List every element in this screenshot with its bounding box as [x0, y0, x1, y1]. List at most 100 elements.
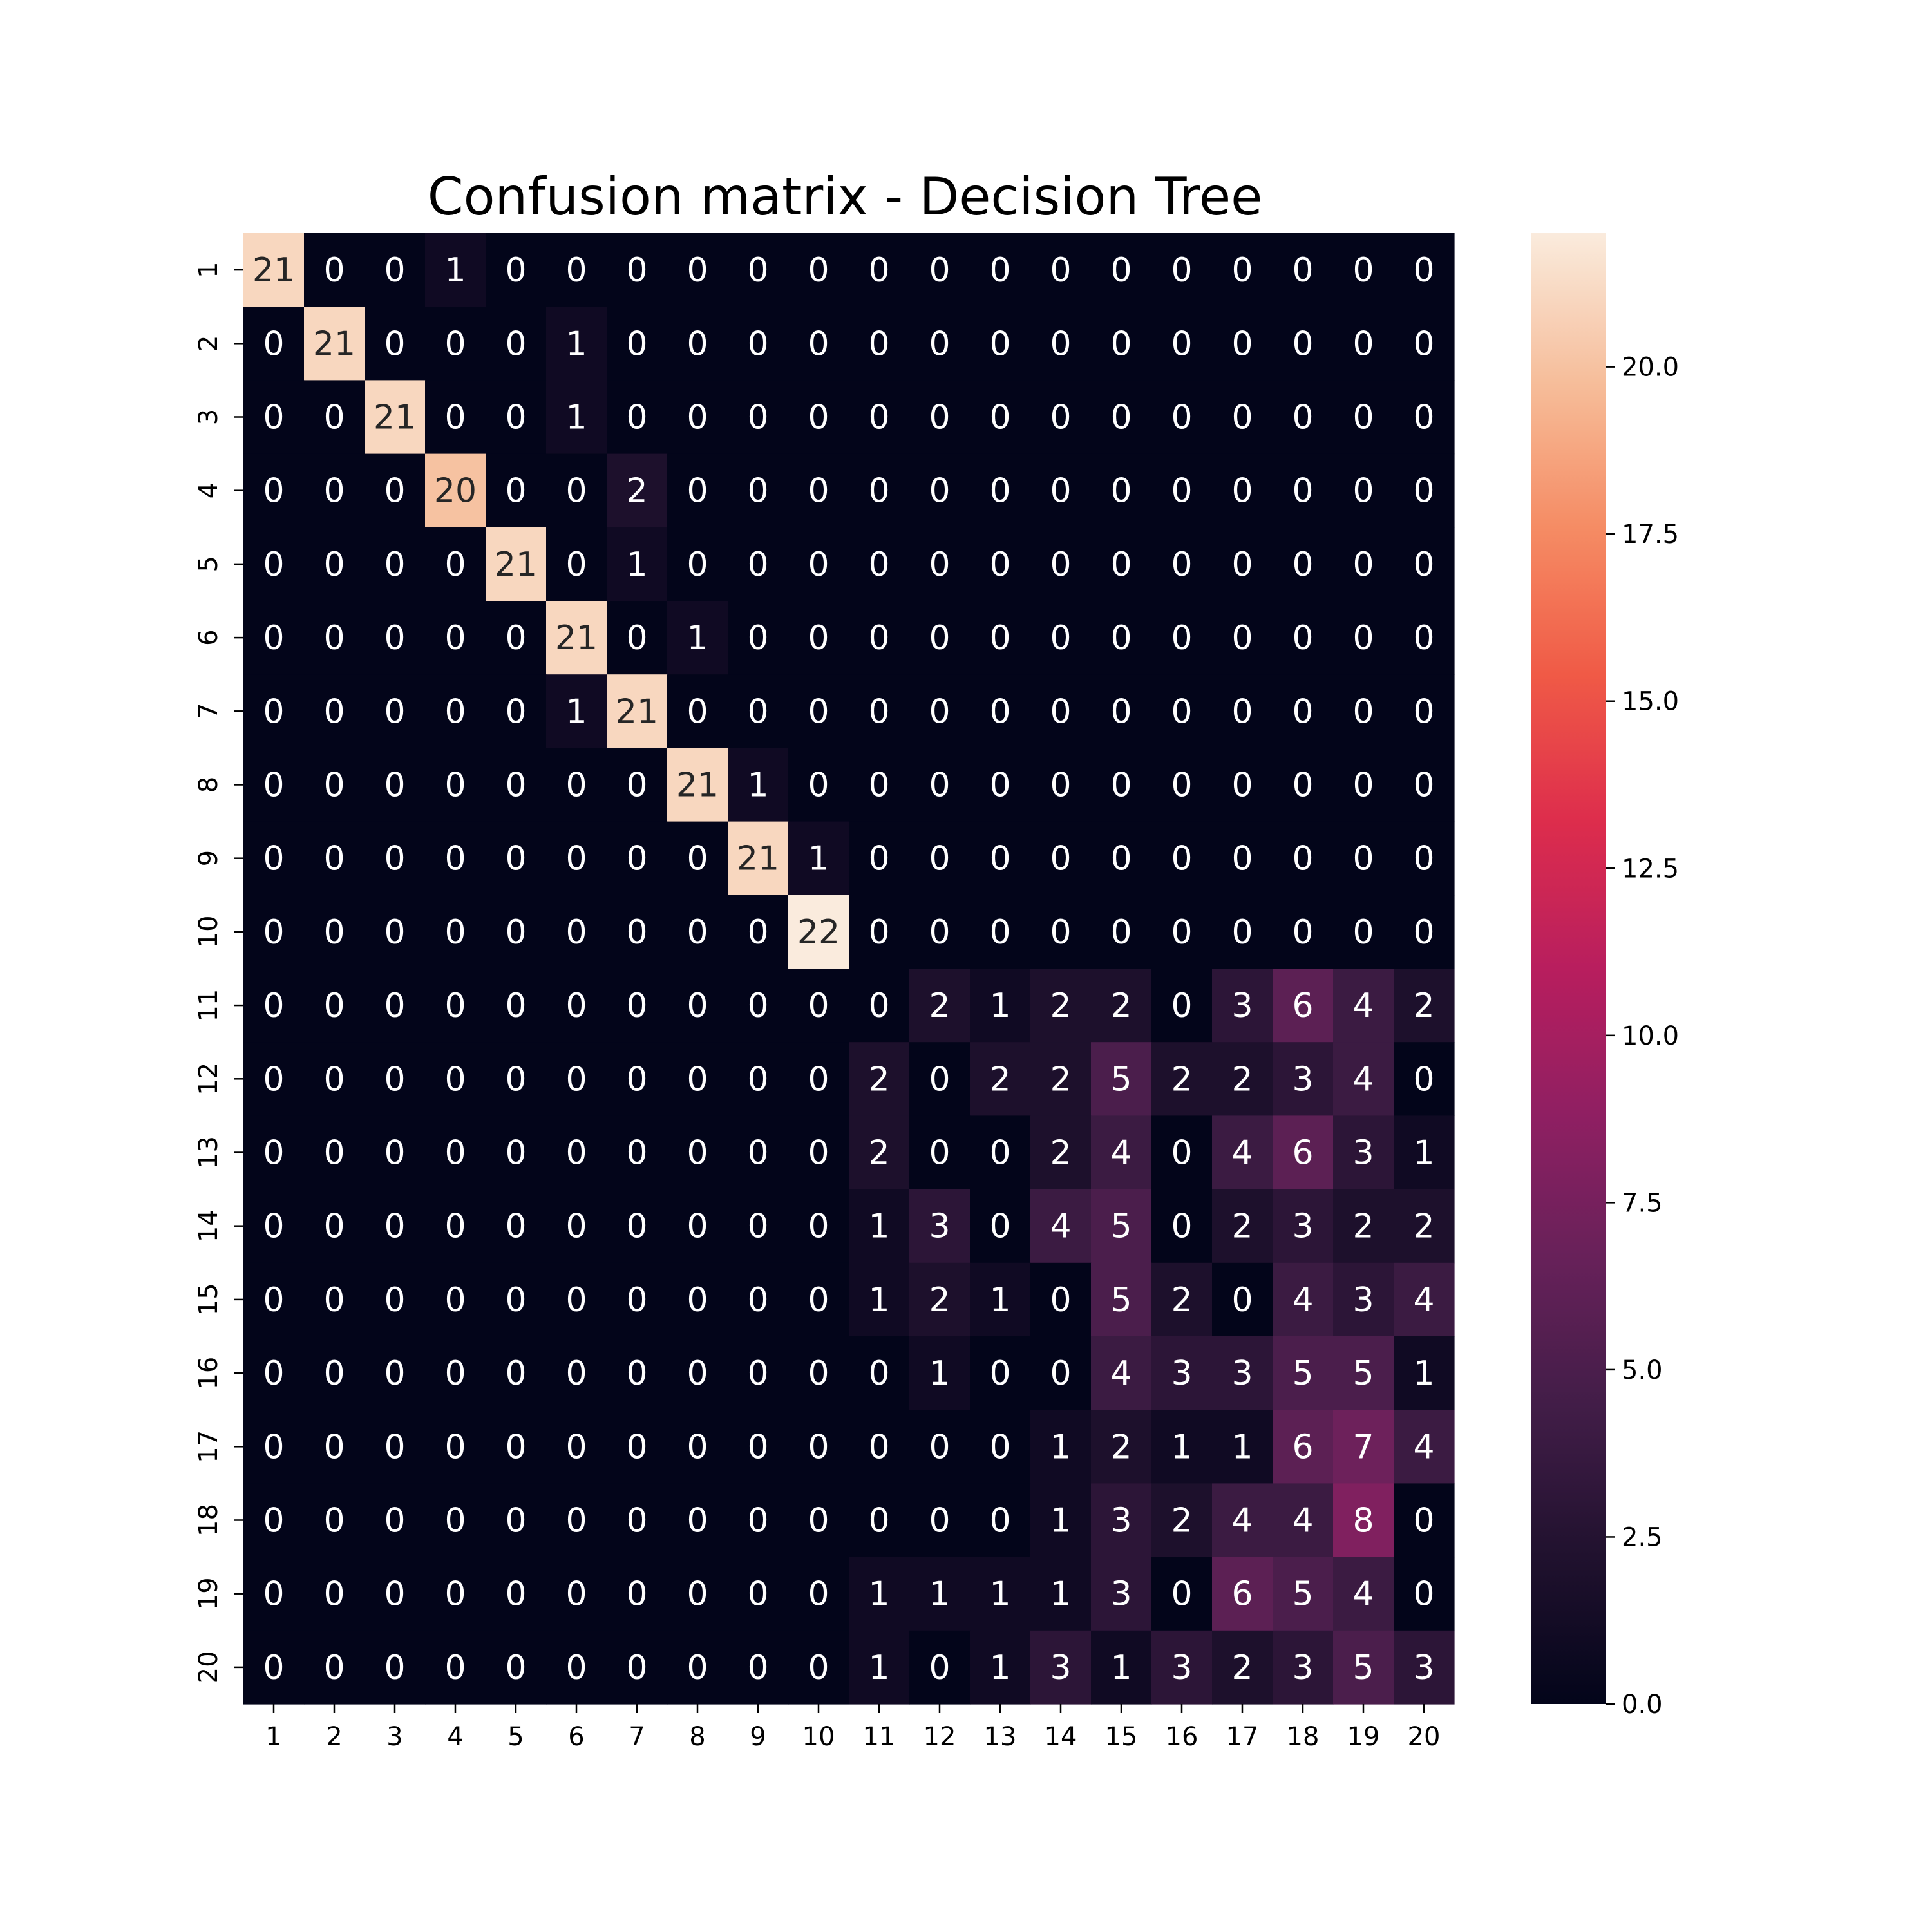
heatmap-cell [425, 1189, 486, 1264]
cell-value: 0 [1050, 692, 1071, 731]
cell-value: 0 [626, 1502, 647, 1540]
cell-value: 0 [384, 545, 405, 584]
cell-value: 0 [263, 913, 284, 952]
cell-value: 0 [384, 1281, 405, 1320]
heatmap-cell [1394, 969, 1455, 1043]
colorbar: 0.0 2.5 5.0 7.5 10.0 12.5 15.0 17.5 20.0 [1531, 233, 1679, 1719]
cell-value: 3 [1292, 1060, 1313, 1099]
cell-value: 1 [1050, 1502, 1071, 1540]
cell-value: 22 [797, 913, 840, 952]
heatmap-cell [1333, 1042, 1394, 1116]
cell-value: 21 [616, 692, 658, 731]
cell-value: 6 [1231, 1575, 1253, 1614]
heatmap-cell [1030, 1483, 1092, 1558]
cell-value: 3 [1110, 1502, 1132, 1540]
heatmap-cell [1091, 1483, 1152, 1558]
heatmap-cell [607, 748, 668, 822]
heatmap-cell [1030, 1336, 1092, 1410]
heatmap-cell [1151, 1336, 1213, 1410]
y-tick-label: 4 [194, 482, 223, 498]
heatmap-cell [909, 527, 971, 601]
heatmap-cell [1333, 969, 1394, 1043]
heatmap-cell [1273, 527, 1334, 601]
heatmap-cell [1030, 821, 1092, 896]
heatmap-cell [1091, 380, 1152, 455]
heatmap-cell [1151, 895, 1213, 969]
cell-value: 0 [384, 1502, 405, 1540]
heatmap-cell [667, 527, 728, 601]
cell-value: 0 [868, 619, 889, 658]
cell-value: 0 [565, 472, 587, 511]
heatmap-cell [1273, 601, 1334, 675]
cell-value: 0 [868, 766, 889, 805]
cell-value: 0 [989, 1134, 1010, 1173]
cell-value: 0 [929, 545, 950, 584]
cell-value: 0 [687, 840, 708, 878]
heatmap-cell [243, 233, 305, 307]
cell-value: 0 [929, 1428, 950, 1466]
cell-value: 4 [1292, 1281, 1313, 1320]
heatmap-cell [365, 527, 426, 601]
cell-value: 2 [1110, 987, 1132, 1025]
cell-value: 0 [1231, 913, 1253, 952]
cell-value: 0 [384, 251, 405, 290]
cell-value: 0 [1231, 325, 1253, 363]
heatmap-cell [486, 969, 547, 1043]
heatmap-cell [909, 821, 971, 896]
cell-value: 2 [1110, 1428, 1132, 1466]
heatmap-cell [909, 1115, 971, 1190]
heatmap-cell [788, 380, 849, 455]
cell-value: 0 [323, 766, 345, 805]
cell-value: 0 [1171, 325, 1192, 363]
cell-value: 0 [1171, 692, 1192, 731]
heatmap-cell [728, 527, 789, 601]
heatmap-cell [909, 453, 971, 528]
cell-value: 0 [1171, 545, 1192, 584]
heatmap-cell [1091, 1557, 1152, 1631]
cell-value: 0 [1110, 692, 1132, 731]
cell-value: 0 [323, 1060, 345, 1099]
heatmap-cell [1394, 527, 1455, 601]
heatmap-cell [365, 1189, 426, 1264]
cell-value: 0 [263, 1134, 284, 1173]
cell-value: 0 [1231, 840, 1253, 878]
colorbar-tick-label: 0.0 [1622, 1690, 1663, 1719]
heatmap-cell [1030, 1042, 1092, 1116]
heatmap-cell [1212, 1115, 1273, 1190]
cell-value: 0 [263, 399, 284, 437]
heatmap-cell [425, 1630, 486, 1705]
y-tick-label: 9 [194, 850, 223, 866]
cell-value: 4 [1110, 1134, 1132, 1173]
cell-value: 0 [747, 325, 768, 363]
cell-value: 1 [868, 1208, 889, 1246]
heatmap-cell [909, 1262, 971, 1337]
cell-value: 0 [808, 325, 829, 363]
heatmap-cell [365, 748, 426, 822]
cell-value: 0 [687, 692, 708, 731]
heatmap-cell [1030, 307, 1092, 381]
cell-value: 0 [929, 251, 950, 290]
cell-value: 0 [565, 251, 587, 290]
heatmap-cell [607, 1189, 668, 1264]
cell-value: 21 [252, 251, 295, 290]
cell-value: 0 [808, 1208, 829, 1246]
cell-value: 1 [1413, 1354, 1434, 1393]
cell-value: 0 [808, 399, 829, 437]
cell-value: 0 [505, 251, 526, 290]
cell-value: 0 [444, 840, 466, 878]
cell-value: 2 [626, 472, 647, 511]
cell-value: 0 [808, 1575, 829, 1614]
cell-value: 0 [1050, 913, 1071, 952]
heatmap-cell [1030, 969, 1092, 1043]
heatmap-cell [909, 1336, 971, 1410]
heatmap-cell [1273, 1115, 1334, 1190]
cell-value: 0 [444, 987, 466, 1025]
heatmap-cell [243, 307, 305, 381]
cell-value: 0 [1413, 472, 1434, 511]
cell-value: 0 [1050, 251, 1071, 290]
cell-value: 0 [687, 1060, 708, 1099]
heatmap-cell [667, 307, 728, 381]
heatmap-cell [243, 380, 305, 455]
heatmap-cell [1333, 1115, 1394, 1190]
cell-value: 4 [1413, 1281, 1434, 1320]
